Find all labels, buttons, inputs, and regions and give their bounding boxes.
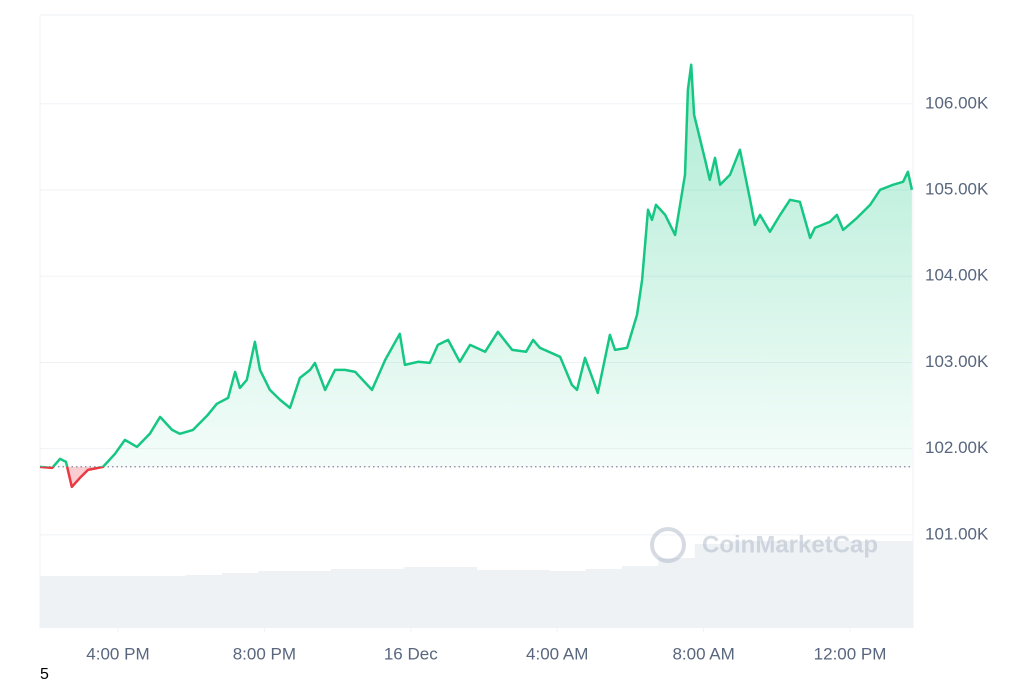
volume-bar [331,569,368,628]
plot-layer [39,63,914,489]
volume-bar [767,541,805,628]
volume-bar [258,571,296,628]
volume-bar [440,567,477,628]
x-tick-label: 16 Dec [384,644,438,663]
watermark: CoinMarketCap [650,527,878,563]
x-tick-label: 8:00 AM [672,644,734,663]
volume-bar [294,571,332,628]
grid-layer: 101.00K 102.00K 103.00K 104.00K 105.00K 106.0… [39,14,989,663]
volume-bar [694,544,732,628]
volume-bar [512,570,550,628]
volume-bar [149,576,186,628]
x-tick-label: 8:00 PM [233,644,296,663]
x-tick-label: 4:00 AM [526,644,588,663]
volume-bar [40,576,77,628]
volume-bar [622,566,659,628]
y-tick-label: 105.00K [925,180,989,199]
area-up [53,64,912,467]
y-tick-label: 104.00K [925,266,989,285]
volume-bar [803,541,841,628]
y-tick-label: 101.00K [925,524,989,543]
corner-label: 5 [40,666,49,683]
volume-bar [585,569,623,628]
volume-layer [40,541,914,628]
volume-bar [549,571,587,628]
y-tick-label: 103.00K [925,352,989,371]
watermark-text: CoinMarketCap [702,531,878,558]
watermark-logo [650,527,686,563]
y-tick-label: 106.00K [925,93,989,112]
volume-bar [403,567,441,628]
volume-bar [731,541,768,628]
volume-bar [185,575,223,628]
volume-bar [367,569,405,628]
x-tick-label: 12:00 PM [814,644,887,663]
volume-bar [221,573,259,628]
volume-bar [840,541,878,628]
volume-bar [112,576,150,628]
volume-bar [658,558,696,628]
volume-bar [876,541,914,628]
x-tick-label: 4:00 PM [86,644,149,663]
price-line [40,63,914,467]
volume-bar [476,570,514,628]
volume-bar [76,576,114,628]
y-tick-label: 102.00K [925,438,989,457]
